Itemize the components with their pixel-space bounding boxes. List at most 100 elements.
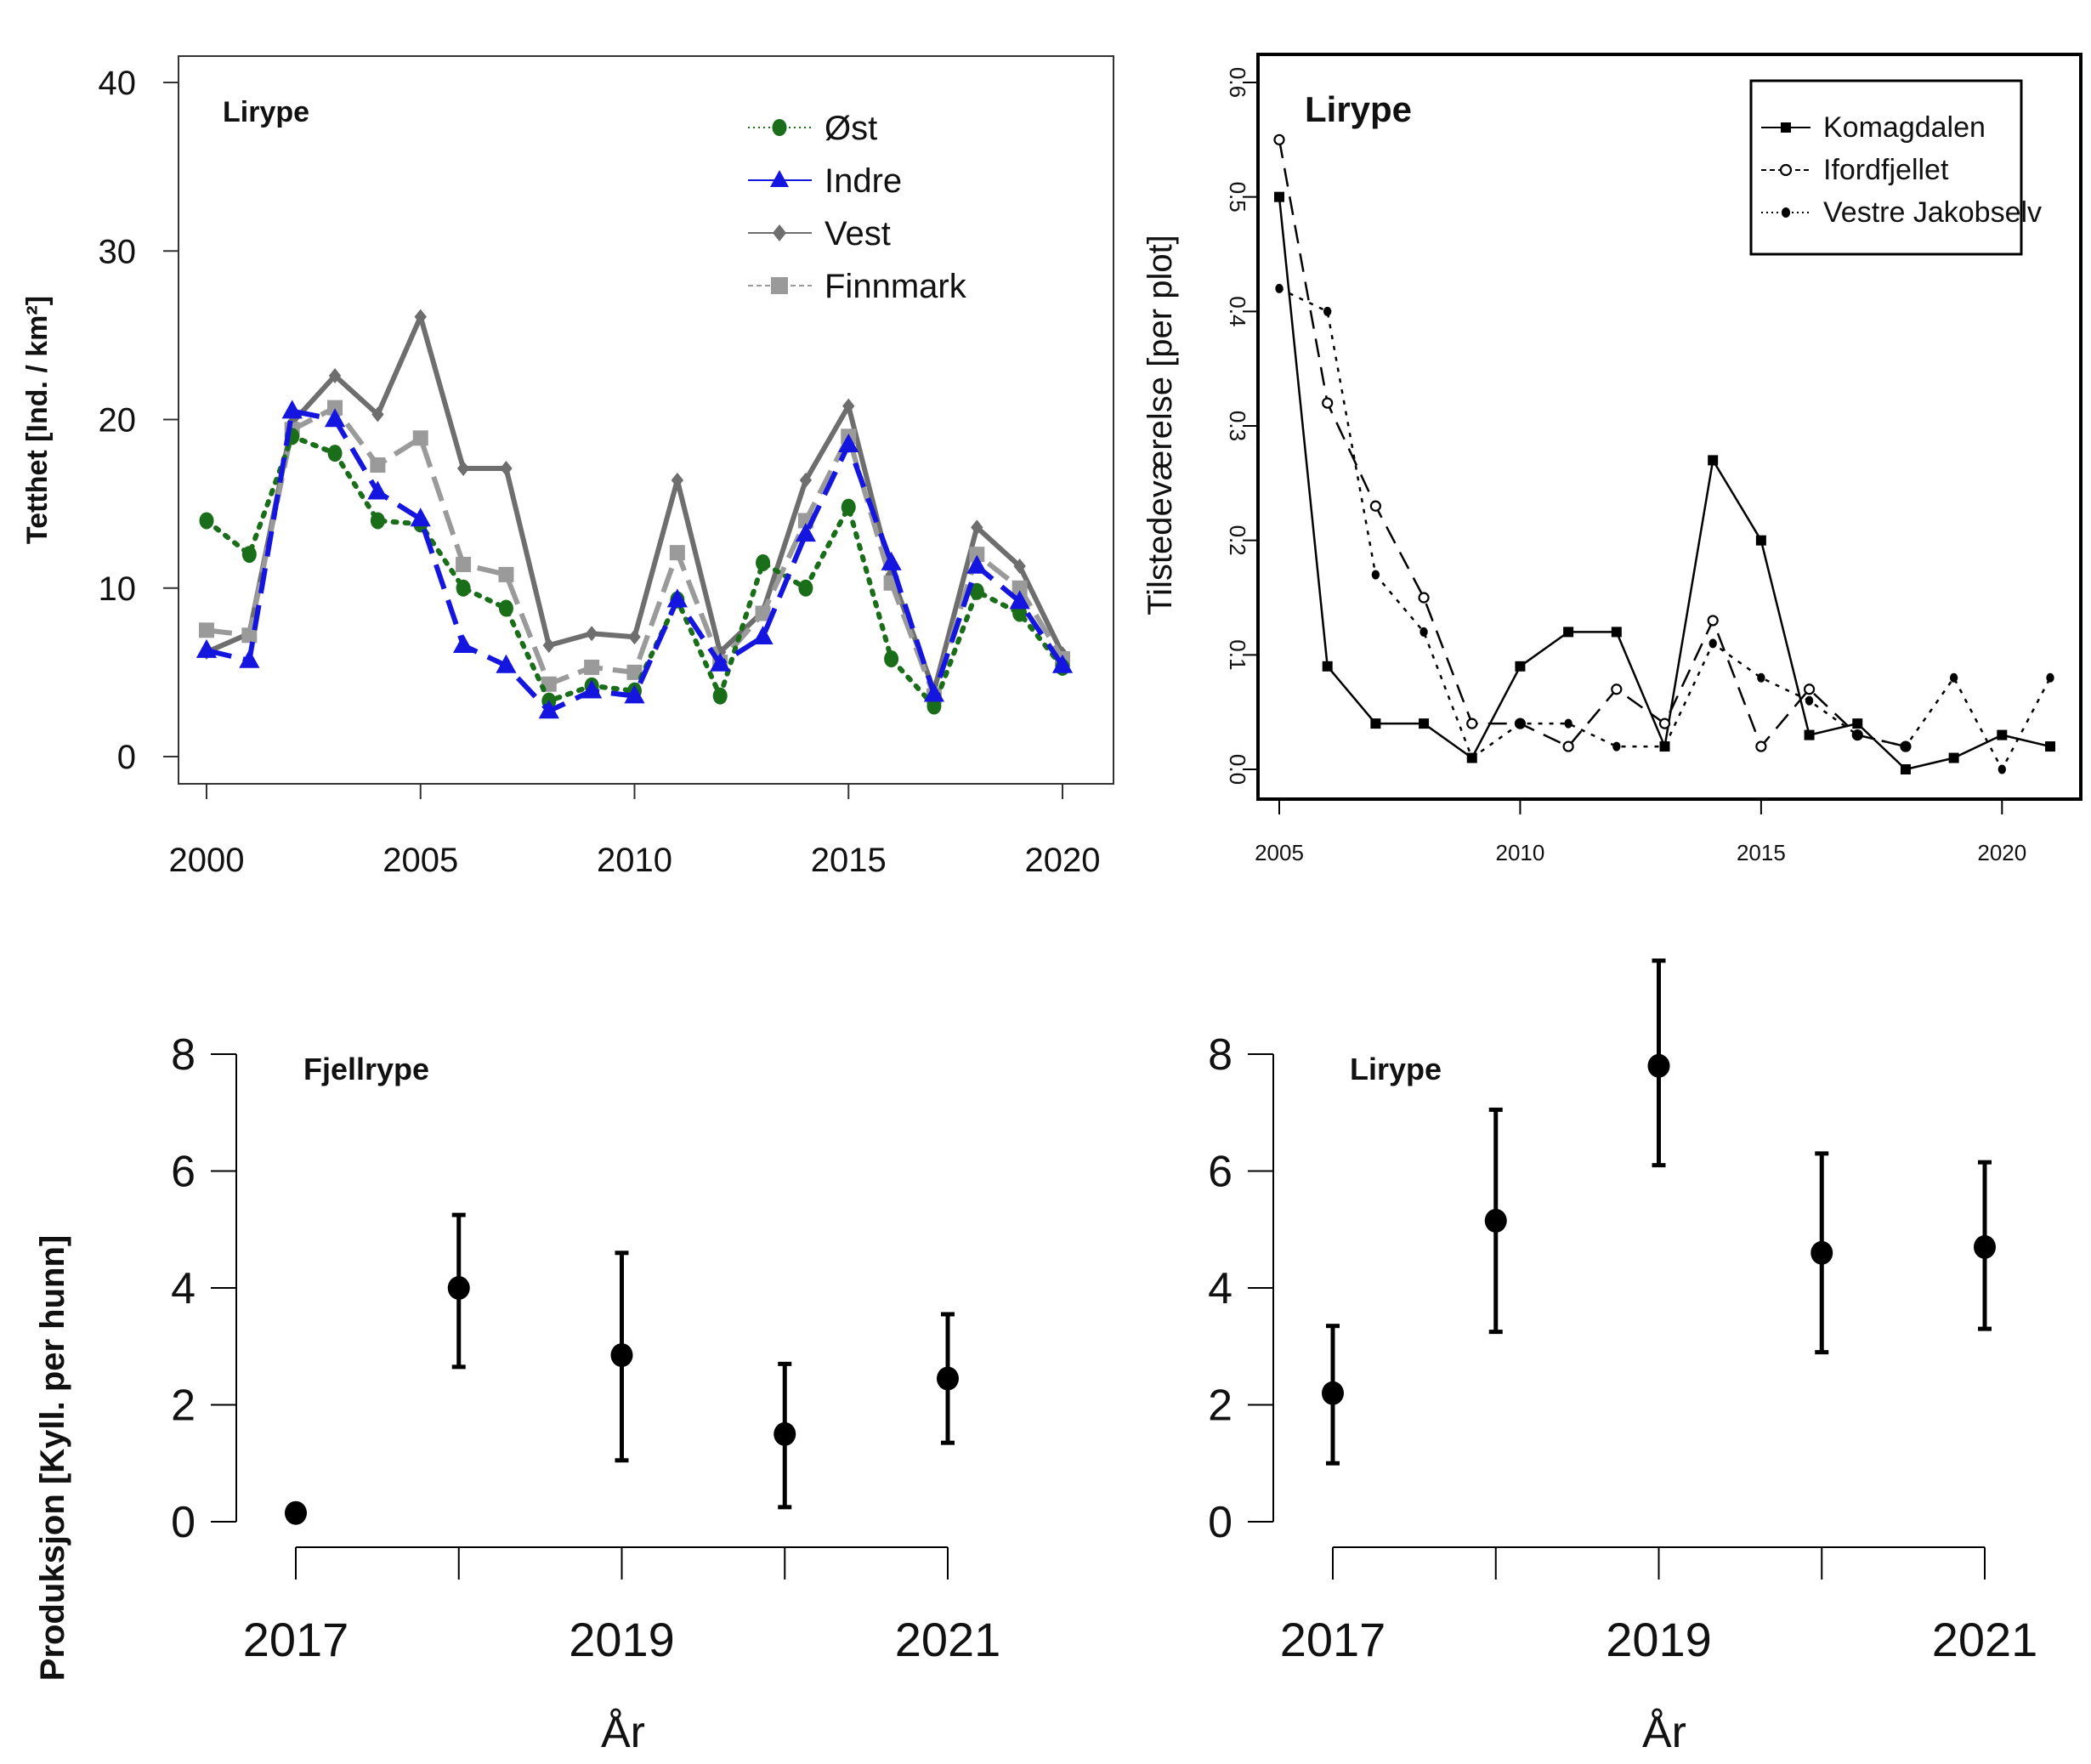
occupancy-chart: 0.0 0.1 0.2 0.3 0.4 0.5 0.6 2005 2010 2015 2020 Li… — [1142, 53, 2082, 865]
data-point — [367, 480, 388, 500]
data-point — [498, 599, 513, 617]
data-point — [1274, 191, 1284, 202]
data-point — [1516, 718, 1525, 729]
data-point — [1853, 730, 1862, 740]
data-point — [327, 445, 343, 462]
data-point — [370, 457, 386, 474]
legend-label: Finnmark — [824, 268, 967, 305]
production-fjellrype-panel: 0 2 4 6 8 2017 2019 2021 Fjellrype Produksjon [… — [0, 901, 1046, 1764]
data-point — [456, 579, 471, 597]
y-axis-label: Produksjon [Kyll. per hunn] — [34, 1235, 71, 1681]
legend-marker — [1779, 163, 1793, 177]
data-point — [542, 638, 555, 654]
data-point — [1013, 558, 1026, 574]
data-point — [456, 460, 470, 476]
data-point — [1009, 590, 1030, 610]
x-axis-label: År — [601, 1708, 645, 1757]
data-point — [626, 664, 643, 680]
y-tick-label: 0.2 — [1225, 525, 1250, 556]
data-point — [1901, 741, 1910, 752]
legend-marker — [1781, 122, 1791, 133]
data-point — [241, 546, 257, 564]
density-chart-panel: 0 10 20 30 40 2000 2005 2010 2015 2020 Lirype Tet… — [0, 0, 1130, 901]
y-tick-label: 0.3 — [1225, 411, 1250, 441]
chart-title: Lirype — [223, 96, 309, 128]
data-point — [1322, 397, 1334, 409]
data-point — [538, 700, 559, 719]
y-tick-label: 0.1 — [1225, 639, 1250, 670]
data-point — [1997, 729, 2008, 740]
legend-marker — [771, 277, 788, 294]
x-tick-label: 2010 — [1496, 840, 1545, 865]
data-point — [199, 512, 214, 530]
data-point — [1810, 1240, 1833, 1265]
x-tick-label: 2017 — [1280, 1613, 1386, 1666]
chart-title: Lirype — [1305, 89, 1412, 129]
data-point — [1012, 604, 1028, 622]
data-point — [1900, 764, 1911, 774]
data-point — [1755, 535, 1766, 546]
data-point — [370, 512, 385, 530]
legend-box — [1749, 79, 2023, 256]
occupancy-chart-panel: 0.0 0.1 0.2 0.3 0.4 0.5 0.6 2005 2010 2015 2020 Li… — [1130, 0, 2091, 901]
y-tick-label: 0.5 — [1225, 182, 1250, 213]
y-tick-label: 0.4 — [1225, 296, 1250, 326]
x-tick-label: 2005 — [1255, 840, 1304, 865]
data-point — [841, 498, 856, 516]
data-point — [324, 408, 346, 428]
data-point — [969, 547, 985, 563]
series-line-Komagdalen — [1278, 196, 2051, 771]
legend-marker — [773, 224, 786, 241]
data-point — [410, 508, 431, 527]
y-tick-label: 0.0 — [1225, 754, 1250, 785]
y-tick-label: 6 — [1208, 1148, 1232, 1197]
data-point — [328, 367, 342, 383]
data-point — [453, 633, 474, 653]
data-point — [923, 683, 945, 702]
data-point — [1803, 683, 1816, 695]
data-point — [1484, 1208, 1507, 1233]
data-point — [1708, 455, 1719, 466]
data-point — [1051, 654, 1074, 673]
x-tick-label: 2021 — [895, 1613, 1001, 1666]
data-point — [926, 697, 942, 715]
data-point — [414, 309, 427, 325]
data-point — [2046, 672, 2054, 683]
data-point — [842, 398, 855, 414]
y-tick-label: 30 — [99, 233, 137, 270]
y-tick-label: 0.6 — [1225, 67, 1250, 98]
data-point — [1948, 752, 1959, 763]
x-tick-label: 2019 — [1606, 1613, 1712, 1666]
data-point — [671, 472, 684, 488]
data-point — [799, 472, 813, 488]
data-point — [1611, 627, 1622, 638]
data-point — [1611, 683, 1623, 695]
data-point — [498, 566, 514, 582]
data-point — [1322, 661, 1333, 672]
y-tick-label: 4 — [1208, 1264, 1232, 1313]
data-point — [1369, 500, 1381, 512]
production-fjellrype-chart: 0 2 4 6 8 2017 2019 2021 Fjellrype Produksjon [… — [34, 1030, 1001, 1757]
legend: Øst Indre Vest Finnmark — [748, 110, 967, 305]
data-point — [327, 400, 343, 416]
x-tick-label: 2017 — [243, 1613, 349, 1666]
x-tick-label: 2020 — [1025, 842, 1101, 879]
data-point — [1370, 718, 1381, 729]
data-point — [285, 1500, 307, 1525]
chart-title: Lirype — [1350, 1052, 1442, 1086]
data-point — [1371, 570, 1380, 580]
data-point — [710, 652, 731, 672]
x-axis-label: År — [1642, 1708, 1686, 1757]
data-point — [1708, 638, 1717, 649]
x-tick-label: 2020 — [1977, 840, 2026, 865]
y-axis-label: Tilstedeværelse [per plot] — [1142, 235, 1179, 615]
data-point — [1612, 741, 1621, 752]
legend: Komagdalen Ifordfjellet Vestre Jakobselv — [1749, 79, 2042, 256]
data-point — [1660, 741, 1669, 752]
data-point — [1515, 661, 1526, 672]
data-point — [1468, 753, 1476, 763]
data-point — [774, 1421, 796, 1446]
x-tick-label: 2000 — [169, 842, 245, 879]
production-lirype-panel: 0 2 4 6 8 2017 2019 2021 Lirype År — [1046, 901, 2091, 1764]
x-tick-label: 2015 — [1737, 840, 1786, 865]
